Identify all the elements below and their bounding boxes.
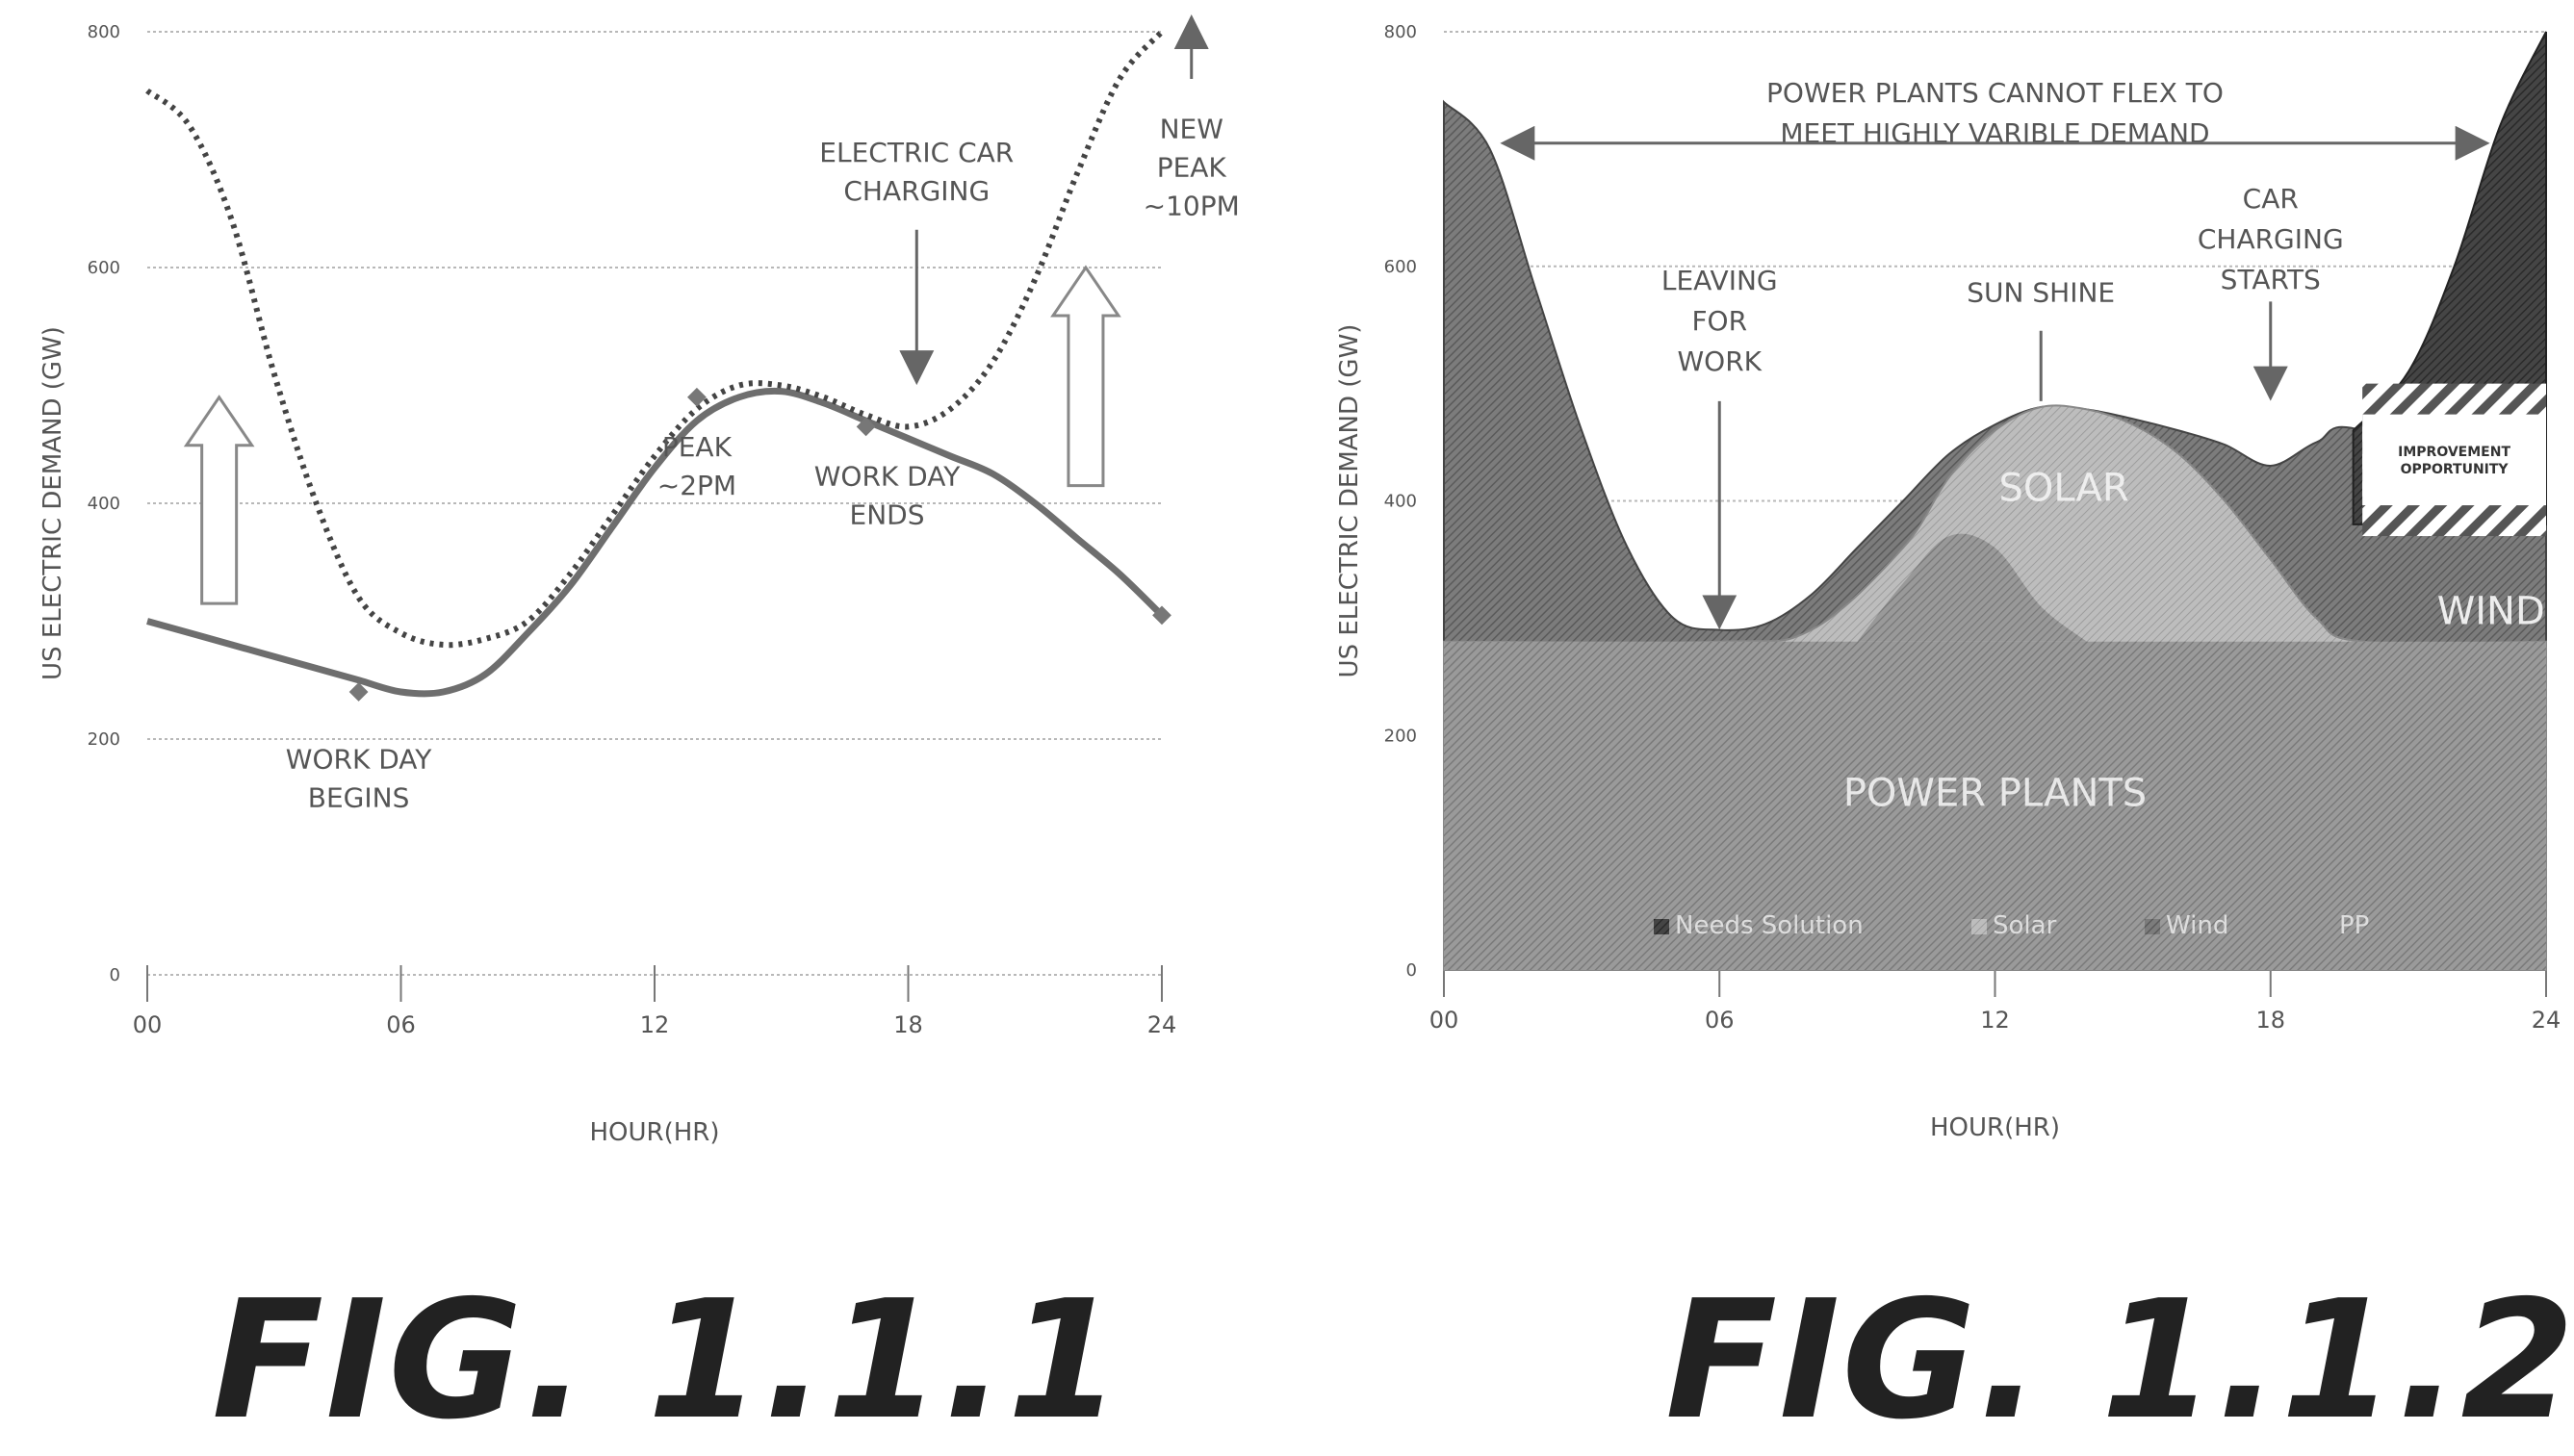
- chart-demand-ev: 0 200 400 600 800 00 06 12 18 24 HOUR(HR) US ELECTR…: [39, 14, 1240, 1147]
- c1-x-tick-label: 24: [1147, 1011, 1177, 1038]
- c2-x-tick-label: 18: [2255, 1007, 2285, 1034]
- c2-annotation-text: SUN SHINE: [1967, 276, 2115, 308]
- c2-x-tick-label: 00: [1429, 1007, 1459, 1034]
- c1-series-line-ev: [145, 29, 1165, 649]
- c2-y-tick-label: 200: [1384, 726, 1417, 746]
- c1-x-axis-label: HOUR(HR): [589, 1118, 719, 1147]
- chart-supply-mix: 0 200 400 600 800 00 06 12 18 24 HOUR(HR) US ELECTR…: [1335, 22, 2561, 1142]
- figure-caption-2: FIG. 1.1.2: [1665, 1265, 2574, 1456]
- c2-annotation-text: WORK: [1677, 345, 1762, 377]
- c2-annotation-text: CAR: [2243, 183, 2299, 215]
- c1-point-marker: [348, 682, 369, 702]
- c2-legend-label: Needs Solution: [1675, 911, 1864, 940]
- c2-series-label-wind: WIND: [2437, 589, 2545, 633]
- c1-point-marker: [856, 417, 876, 437]
- c1-y-tick-label: 600: [88, 258, 120, 278]
- c1-annotation-text: PEAK: [662, 431, 733, 463]
- c1-x-tick-label: 00: [133, 1011, 163, 1038]
- c2-series-label-powerplants: POWER PLANTS: [1843, 771, 2147, 815]
- c1-annotation-text: BEGINS: [308, 782, 410, 814]
- c2-annotation-text: LEAVING: [1661, 265, 1778, 296]
- c2-legend-label: Wind: [2166, 911, 2228, 940]
- c2-legend-swatch: [2318, 919, 2333, 934]
- c2-legend-label: PP: [2339, 911, 2369, 940]
- c1-y-axis-label: US ELECTRIC DEMAND (GW): [39, 326, 67, 680]
- c1-x-tick-label: 06: [386, 1011, 416, 1038]
- c1-point-marker: [1152, 605, 1171, 626]
- c1-annotation-text: CHARGING: [843, 175, 990, 207]
- c2-y-tick-label: 800: [1384, 22, 1417, 42]
- c1-annotation-text: WORK DAY: [814, 461, 961, 493]
- c2-x-tick-label: 24: [2532, 1007, 2561, 1034]
- c2-annotation-text: CHARGING: [2198, 223, 2344, 255]
- c1-y-tick-label: 0: [110, 965, 120, 985]
- c2-annotation-text: STARTS: [2221, 264, 2321, 295]
- c2-legend-swatch: [1654, 919, 1669, 934]
- c1-series-line-base: [146, 387, 1165, 698]
- c2-x-axis-label: HOUR(HR): [1930, 1113, 2060, 1142]
- c2-legend-swatch: [1971, 919, 1987, 934]
- c2-band-label: IMPROVEMENT: [2398, 445, 2510, 460]
- c1-up-arrow-right: [1050, 265, 1121, 488]
- c1-x-tick-label: 12: [640, 1011, 670, 1038]
- c2-area-solar-shadow: [1857, 533, 2087, 642]
- c1-annotation-text: ELECTRIC CAR: [819, 137, 1014, 168]
- c1-annotation-text: NEW: [1160, 113, 1223, 144]
- c2-band-label: OPPORTUNITY: [2401, 462, 2510, 477]
- c1-annotation-text: ~2PM: [657, 470, 736, 501]
- c2-band-improvement-box: [2362, 414, 2546, 506]
- c2-legend-label: Solar: [1993, 911, 2057, 940]
- c1-x-tick-label: 18: [893, 1011, 923, 1038]
- c2-legend-swatch: [2145, 919, 2160, 934]
- c1-up-arrow-left: [183, 395, 255, 605]
- c2-y-tick-label: 400: [1384, 492, 1417, 512]
- c1-annotation-text: ~10PM: [1144, 190, 1240, 221]
- c2-x-tick-label: 06: [1705, 1007, 1735, 1034]
- c2-area-powerplants: [1444, 641, 2546, 970]
- c1-annotation-text: WORK DAY: [286, 744, 432, 776]
- figure-caption-1: FIG. 1.1.1: [212, 1265, 1123, 1456]
- c2-annotation-text: POWER PLANTS CANNOT FLEX TO: [1766, 77, 2224, 109]
- c2-series-label-solar: SOLAR: [1998, 467, 2128, 511]
- c1-annotation-text: ENDS: [850, 499, 925, 531]
- c2-x-tick-label: 12: [1980, 1007, 2010, 1034]
- c2-y-axis-label: US ELECTRIC DEMAND (GW): [1335, 324, 1364, 678]
- c2-y-tick-label: 600: [1384, 257, 1417, 277]
- c2-y-tick-label: 0: [1406, 960, 1417, 981]
- c1-y-tick-label: 400: [88, 494, 120, 514]
- c1-annotation-text: PEAK: [1157, 151, 1227, 183]
- c1-y-tick-label: 800: [88, 22, 120, 42]
- c1-y-tick-label: 200: [88, 729, 120, 750]
- c2-annotation-text: FOR: [1691, 305, 1747, 337]
- c1-point-marker: [687, 387, 707, 407]
